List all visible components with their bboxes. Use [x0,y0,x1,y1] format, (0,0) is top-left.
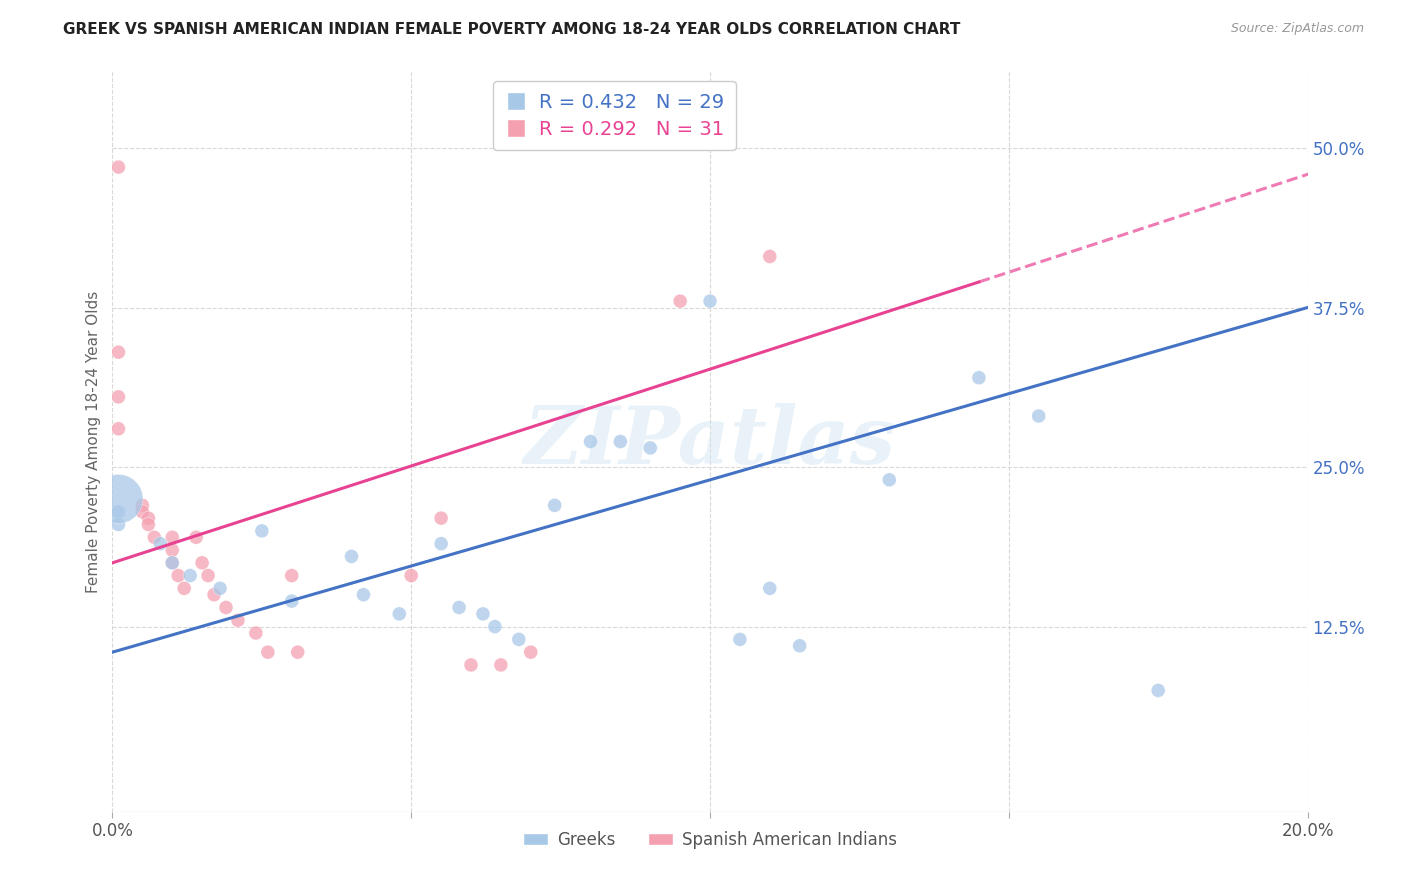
Point [107,491,129,506]
Point [107,422,129,436]
Point [967,370,990,384]
Point [460,657,482,672]
Point [138,517,160,532]
Point [186,530,208,544]
Point [250,524,273,538]
Point [131,505,153,519]
Point [191,556,214,570]
Point [287,645,309,659]
Point [353,588,375,602]
Y-axis label: Female Poverty Among 18-24 Year Olds: Female Poverty Among 18-24 Year Olds [86,291,101,592]
Point [489,657,512,672]
Point [162,530,183,544]
Point [640,441,662,455]
Text: Source: ZipAtlas.com: Source: ZipAtlas.com [1230,22,1364,36]
Point [449,600,471,615]
Point [107,390,129,404]
Point [226,613,249,627]
Point [245,626,267,640]
Text: GREEK VS SPANISH AMERICAN INDIAN FEMALE POVERTY AMONG 18-24 YEAR OLDS CORRELATIO: GREEK VS SPANISH AMERICAN INDIAN FEMALE … [63,22,960,37]
Point [430,511,453,525]
Point [179,568,201,582]
Point [197,568,219,582]
Point [162,556,183,570]
Point [879,473,901,487]
Point [107,160,129,174]
Point [162,556,183,570]
Point [484,620,506,634]
Point [173,582,195,596]
Point [472,607,495,621]
Point [281,594,304,608]
Point [107,505,129,519]
Point [340,549,363,564]
Point [107,517,129,532]
Point [430,536,453,550]
Point [669,294,692,309]
Text: ZIPatlas: ZIPatlas [524,403,896,480]
Point [543,499,565,513]
Point [107,345,129,359]
Point [789,639,811,653]
Point [759,250,782,264]
Point [162,543,183,558]
Point [609,434,631,449]
Point [759,582,782,596]
Point [401,568,423,582]
Point [149,536,172,550]
Point [388,607,411,621]
Point [215,600,238,615]
Point [520,645,543,659]
Point [579,434,602,449]
Point [1147,683,1170,698]
Point [728,632,751,647]
Point [508,632,530,647]
Point [209,582,232,596]
Point [1028,409,1050,423]
Point [257,645,280,659]
Point [131,499,153,513]
Point [143,530,166,544]
Point [167,568,190,582]
Legend: Greeks, Spanish American Indians: Greeks, Spanish American Indians [516,824,904,855]
Point [202,588,225,602]
Point [138,511,160,525]
Point [281,568,304,582]
Point [699,294,721,309]
